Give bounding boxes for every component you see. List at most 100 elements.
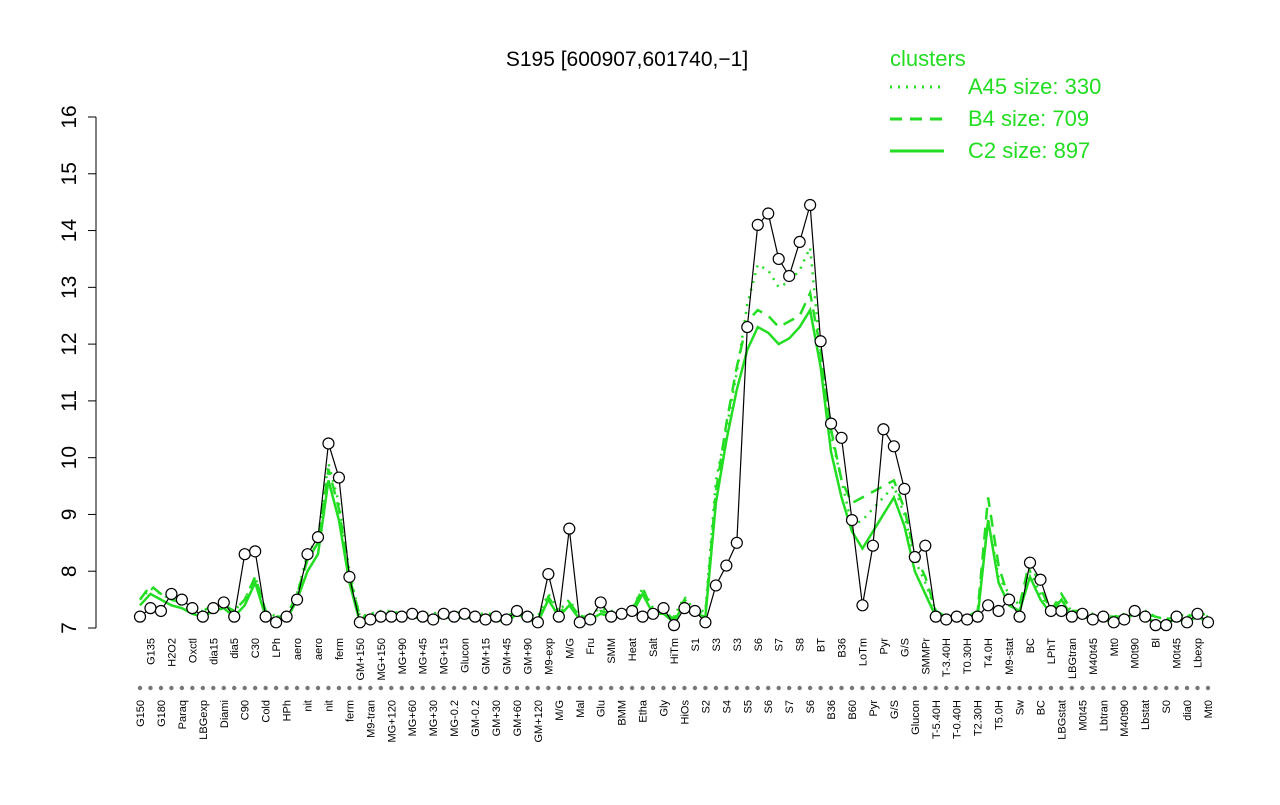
category-dot: [1163, 685, 1169, 691]
x-tick-label: Lbtran: [1098, 700, 1110, 731]
x-tick-label: C30: [250, 638, 262, 658]
data-point: [584, 613, 597, 626]
x-tick-label: Oxctl: [187, 638, 199, 663]
category-dot: [462, 685, 467, 691]
category-dot: [860, 685, 865, 691]
cluster-line: [139, 242, 1209, 621]
x-tick-label: LBGstat: [1056, 700, 1068, 740]
data-point: [605, 610, 618, 623]
x-tick-label: M0t45: [1077, 700, 1089, 731]
category-dot: [870, 685, 876, 691]
data-point: [1170, 610, 1183, 623]
x-tick-label: M40t45: [1088, 638, 1100, 675]
category-dot: [535, 685, 541, 691]
x-tick-label: Lbexp: [1193, 638, 1205, 668]
category-dot: [1080, 685, 1085, 691]
cluster-line: [139, 306, 1209, 625]
y-tick-label: 7: [58, 622, 81, 634]
category-dot: [179, 685, 185, 691]
x-tick-label: Gly: [659, 700, 671, 717]
x-tick-label: Etha: [638, 699, 650, 723]
x-tick-label: LPh: [271, 638, 283, 658]
data-point: [919, 539, 932, 552]
category-dot: [284, 685, 289, 691]
data-point: [322, 437, 335, 450]
category-dot: [807, 685, 813, 691]
data-point: [1149, 619, 1162, 632]
data-point: [908, 550, 921, 564]
data-point: [521, 610, 534, 623]
category-dot: [671, 685, 677, 691]
category-dot: [242, 685, 247, 691]
x-tick-label: ferm: [334, 638, 346, 660]
x-tick-label: Bl: [1151, 638, 1163, 648]
data-point: [1191, 607, 1204, 620]
y-tick-label: 13: [58, 276, 81, 299]
x-tick-label: dia15: [208, 638, 220, 665]
x-tick-label: Sw: [1015, 700, 1027, 715]
x-tick-label: nit: [323, 700, 335, 712]
x-tick-label: Mt0: [1203, 700, 1215, 718]
category-dot: [1059, 685, 1064, 691]
data-point: [730, 536, 743, 549]
x-tick-label: B36: [837, 638, 849, 658]
x-tick-label: MG+60: [407, 700, 419, 736]
data-point: [982, 599, 995, 612]
category-dot: [724, 685, 729, 691]
category-dot: [923, 685, 928, 691]
data-point: [416, 610, 429, 623]
category-dot: [996, 685, 1001, 691]
x-tick-label: M/G: [554, 700, 566, 721]
data-point: [479, 613, 492, 626]
x-tick-label: S7: [784, 700, 796, 713]
x-tick-label: C90: [240, 700, 252, 720]
x-tick-label: T-5.40H: [931, 700, 943, 739]
category-dot: [577, 685, 582, 691]
category-dot: [368, 685, 373, 691]
category-dot: [389, 685, 394, 691]
category-dot: [1006, 685, 1012, 691]
x-tick-label: S6: [763, 700, 775, 713]
y-tick-label: 14: [58, 219, 81, 243]
category-dot: [1017, 685, 1022, 691]
data-point: [563, 522, 576, 535]
category-dot: [1132, 685, 1137, 691]
x-tick-label: BC: [1035, 700, 1047, 715]
category-dot: [902, 685, 907, 691]
legend-title: clusters: [890, 46, 966, 71]
category-dot: [451, 685, 457, 691]
x-tick-label: Fru: [585, 638, 597, 655]
data-point: [270, 616, 283, 629]
data-point: [992, 604, 1005, 618]
category-dot: [598, 685, 603, 691]
data-point: [427, 613, 440, 626]
data-point: [196, 610, 209, 623]
category-dot: [294, 685, 300, 691]
x-tick-label: Mt0: [1109, 638, 1121, 656]
category-dot: [588, 685, 593, 691]
data-point: [720, 559, 733, 572]
y-tick-label: 10: [58, 446, 81, 469]
x-tick-label: M0t90: [1130, 638, 1142, 669]
data-point: [343, 570, 356, 584]
x-tick-label: S2: [700, 700, 712, 713]
data-point: [887, 440, 900, 453]
data-point: [793, 235, 806, 249]
category-dot: [430, 685, 436, 691]
category-dot: [556, 685, 562, 691]
x-tick-label: SMM: [606, 638, 618, 664]
x-tick-label: Paraq: [177, 700, 189, 729]
category-dot: [734, 685, 740, 691]
category-dot: [221, 685, 226, 691]
category-dot: [828, 685, 834, 691]
x-tick-label: BMM: [617, 700, 629, 726]
data-point: [699, 616, 712, 629]
category-dot: [776, 685, 781, 691]
category-dot: [1090, 685, 1096, 691]
x-tick-label: S3: [732, 638, 744, 651]
data-point: [751, 218, 764, 231]
x-tick-label: GM-0.2: [470, 700, 482, 737]
data-point: [898, 482, 911, 495]
data-point: [301, 548, 314, 561]
